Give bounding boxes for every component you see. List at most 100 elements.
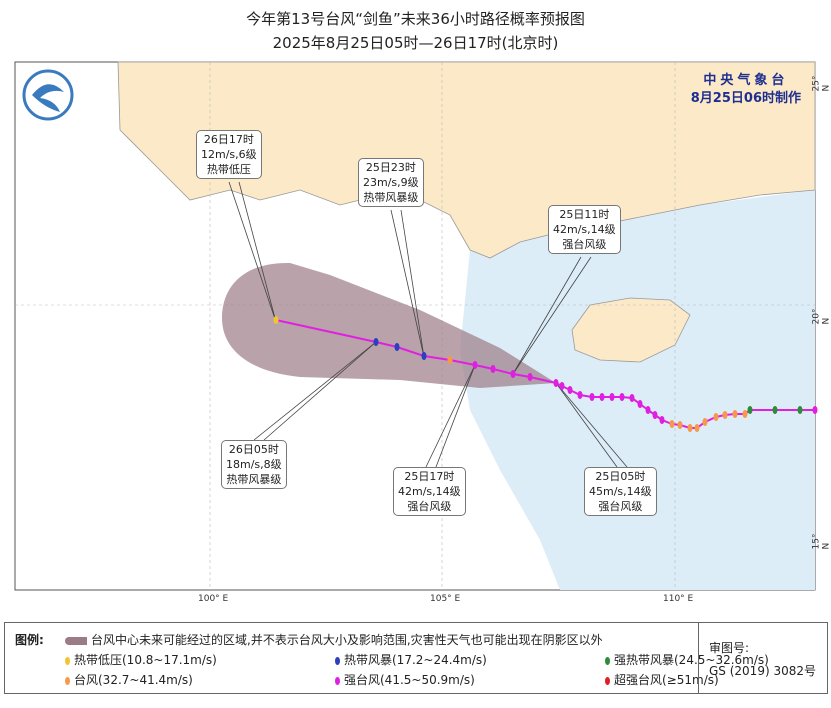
forecast-level: 热带风暴级	[226, 473, 282, 486]
track-point	[659, 416, 665, 424]
leader-line	[555, 382, 628, 468]
forecast-label: 25日17时 42m/s,14级 强台风级	[393, 467, 466, 516]
leader-line	[512, 256, 592, 375]
legend-item: 台风(32.7~41.4m/s)	[65, 671, 193, 688]
track-point	[742, 410, 748, 418]
track-point	[652, 411, 658, 419]
forecast-label: 25日11时 42m/s,14级 强台风级	[548, 205, 621, 254]
forecast-level: 热带低压	[206, 163, 251, 176]
track-point	[702, 418, 708, 426]
probability-cone	[222, 262, 556, 388]
legend: 图例: 台风中心未来可能经过的区域,并不表示台风大小及影响范围,灾害性天气也可能…	[4, 622, 828, 694]
track-point	[812, 406, 818, 414]
track-point	[645, 406, 651, 414]
leader-line	[435, 364, 476, 468]
lon-label-105: 105° E	[430, 594, 461, 604]
track-point	[732, 410, 738, 418]
made-time: 8月25日06时制作	[690, 91, 801, 106]
track-point	[447, 356, 453, 364]
legend-label: 图例:	[15, 633, 44, 647]
leader-line	[238, 181, 277, 323]
leader-line	[555, 382, 618, 468]
track-point	[722, 411, 728, 419]
legend-cone-text: 台风中心未来可能经过的区域,并不表示台风大小及影响范围,灾害性天气也可能出现在阴…	[91, 633, 603, 647]
legend-item-text: 热带低压(10.8~17.1m/s)	[74, 653, 217, 667]
track-point	[713, 413, 719, 421]
legend-item: 超强台风(≥51m/s)	[605, 671, 719, 688]
track-point	[490, 365, 496, 373]
track-point	[609, 393, 615, 401]
cone-swatch-icon	[65, 636, 87, 645]
legend-item-text: 超强台风(≥51m/s)	[614, 673, 719, 687]
lat-label-20: 20° N	[811, 308, 831, 325]
forecast-label: 25日05时 45m/s,14级 强台风级	[584, 467, 657, 516]
track-point	[687, 424, 693, 432]
track-point	[567, 386, 573, 394]
legend-item: 强热带风暴(24.5~32.6m/s)	[605, 651, 769, 668]
typhoon-symbol-icon	[65, 656, 70, 665]
track-point	[637, 400, 643, 408]
leader-line	[263, 341, 377, 441]
forecast-time: 25日05时	[595, 470, 646, 483]
leader-line	[425, 364, 476, 468]
forecast-time: 26日17时	[203, 133, 254, 146]
typhoon-symbol-icon	[605, 676, 610, 685]
leader-line	[390, 209, 425, 358]
typhoon-symbol-icon	[605, 656, 610, 665]
track-point	[527, 373, 533, 381]
cma-logo	[22, 69, 74, 121]
forecast-wind: 23m/s,9级	[363, 176, 419, 189]
map-title: 今年第13号台风“剑鱼”未来36小时路径概率预报图	[246, 10, 585, 28]
agency-name: 中央气象台	[703, 73, 789, 88]
legend-item-text: 强热带风暴(24.5~32.6m/s)	[614, 653, 769, 667]
leader-line	[512, 256, 582, 375]
review-label: 审图号:	[709, 641, 750, 655]
review-number: 审图号: GS (2019) 3082号	[698, 623, 826, 693]
forecast-wind: 12m/s,6级	[201, 148, 257, 161]
forecast-label: 26日17时 12m/s,6级 热带低压	[196, 130, 262, 179]
forecast-level: 强台风级	[562, 238, 607, 251]
agency-stamp: 中央气象台 8月25日06时制作	[691, 72, 801, 108]
track-point	[589, 393, 595, 401]
track-point	[472, 361, 478, 369]
forecast-level: 强台风级	[598, 500, 643, 513]
lon-label-100: 100° E	[198, 594, 229, 604]
legend-item-text: 台风(32.7~41.4m/s)	[74, 673, 193, 687]
legend-cone: 台风中心未来可能经过的区域,并不表示台风大小及影响范围,灾害性天气也可能出现在阴…	[65, 631, 603, 648]
lon-label-110: 110° E	[663, 594, 694, 604]
leader-line	[228, 181, 277, 323]
hainan-island	[571, 297, 691, 363]
review-value: GS (2019) 3082号	[709, 664, 816, 678]
track-point	[694, 424, 700, 432]
forecast-wind: 18m/s,8级	[226, 458, 282, 471]
legend-item: 热带低压(10.8~17.1m/s)	[65, 651, 217, 668]
track-point	[559, 382, 565, 390]
typhoon-symbol-icon	[65, 676, 70, 685]
forecast-time: 25日17时	[404, 470, 455, 483]
lat-label-25: 25° N	[811, 75, 831, 92]
track-point	[619, 393, 625, 401]
track-point	[772, 406, 778, 414]
forecast-level: 热带风暴级	[363, 191, 419, 204]
leader-line	[400, 209, 425, 358]
track-point	[394, 343, 400, 351]
track-point	[510, 370, 516, 378]
legend-item: 热带风暴(17.2~24.4m/s)	[335, 651, 487, 668]
track-point	[553, 379, 559, 387]
track-point	[797, 406, 803, 414]
forecast-wind: 42m/s,14级	[553, 223, 616, 236]
typhoon-symbol-icon	[335, 656, 340, 665]
forecast-wind: 42m/s,14级	[398, 485, 461, 498]
map-subtitle: 2025年8月25日05时—26日17时(北京时)	[272, 34, 559, 52]
track-point	[373, 338, 379, 346]
forecast-level: 强台风级	[407, 500, 452, 513]
sea	[460, 190, 815, 590]
forecast-time: 25日23时	[365, 161, 416, 174]
track-point	[629, 394, 635, 402]
track-point	[747, 406, 753, 414]
track-point	[677, 421, 683, 429]
forecast-time: 25日11时	[559, 208, 610, 221]
forecast-wind: 45m/s,14级	[589, 485, 652, 498]
track-point	[577, 391, 583, 399]
